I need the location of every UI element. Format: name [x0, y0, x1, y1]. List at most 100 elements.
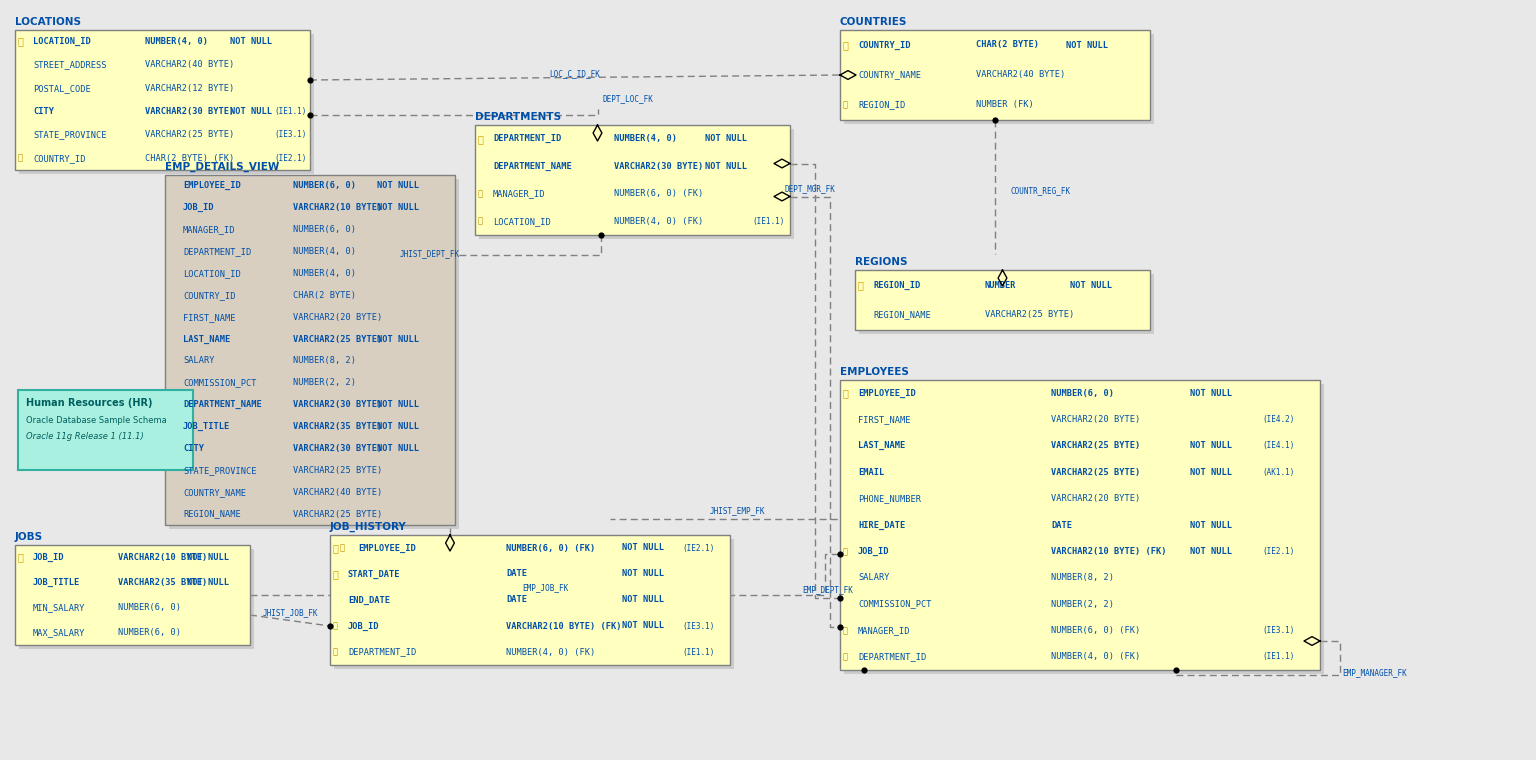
Text: JOB_TITLE: JOB_TITLE — [32, 578, 80, 587]
Text: 🔒: 🔒 — [843, 652, 848, 661]
FancyBboxPatch shape — [333, 539, 734, 669]
Text: CHAR(2 BYTE): CHAR(2 BYTE) — [292, 291, 356, 299]
Text: JOB_HISTORY: JOB_HISTORY — [330, 521, 407, 532]
Text: LOCATION_ID: LOCATION_ID — [32, 37, 91, 46]
Text: VARCHAR2(25 BYTE): VARCHAR2(25 BYTE) — [985, 311, 1074, 319]
Text: VARCHAR2(25 BYTE): VARCHAR2(25 BYTE) — [292, 509, 382, 518]
Text: VARCHAR2(30 BYTE): VARCHAR2(30 BYTE) — [144, 107, 233, 116]
Text: COMMISSION_PCT: COMMISSION_PCT — [859, 600, 931, 609]
Text: JOB_TITLE: JOB_TITLE — [183, 422, 230, 431]
Text: NUMBER(6, 0) (FK): NUMBER(6, 0) (FK) — [505, 543, 596, 553]
Text: VARCHAR2(25 BYTE): VARCHAR2(25 BYTE) — [292, 334, 382, 344]
Text: EMP_DETAILS_VIEW: EMP_DETAILS_VIEW — [164, 162, 280, 172]
Text: DEPT_MGR_FK: DEPT_MGR_FK — [785, 185, 836, 194]
Text: (IE3.1): (IE3.1) — [682, 622, 714, 631]
Text: 🔒: 🔒 — [478, 189, 482, 198]
Text: VARCHAR2(10 BYTE) (FK): VARCHAR2(10 BYTE) (FK) — [505, 622, 622, 631]
Text: VARCHAR2(10 BYTE): VARCHAR2(10 BYTE) — [292, 204, 382, 212]
Text: NOT NULL: NOT NULL — [1190, 521, 1232, 530]
Text: NOT NULL: NOT NULL — [1190, 388, 1232, 397]
Text: (IE4.1): (IE4.1) — [1263, 442, 1295, 451]
Text: VARCHAR2(25 BYTE): VARCHAR2(25 BYTE) — [144, 131, 233, 140]
Text: VARCHAR2(10 BYTE): VARCHAR2(10 BYTE) — [118, 553, 207, 562]
Text: EMP_MANAGER_FK: EMP_MANAGER_FK — [1342, 668, 1407, 677]
Text: VARCHAR2(25 BYTE): VARCHAR2(25 BYTE) — [1051, 442, 1140, 451]
Text: NOT NULL: NOT NULL — [622, 622, 664, 631]
Text: (AK1.1): (AK1.1) — [1263, 467, 1295, 477]
Text: NOT NULL: NOT NULL — [230, 37, 272, 46]
Text: NUMBER(4, 0): NUMBER(4, 0) — [292, 269, 356, 278]
Text: VARCHAR2(35 BYTE): VARCHAR2(35 BYTE) — [292, 422, 382, 431]
Text: JOB_ID: JOB_ID — [32, 553, 65, 562]
FancyBboxPatch shape — [18, 549, 253, 649]
Text: END_DATE: END_DATE — [349, 595, 390, 604]
Text: (IE1.1): (IE1.1) — [275, 107, 307, 116]
Text: NOT NULL: NOT NULL — [186, 578, 229, 587]
Text: ⚿: ⚿ — [333, 569, 339, 579]
Text: VARCHAR2(30 BYTE): VARCHAR2(30 BYTE) — [292, 444, 382, 453]
Text: DATE: DATE — [505, 596, 527, 604]
Text: NOT NULL: NOT NULL — [1071, 280, 1112, 290]
Text: REGIONS: REGIONS — [856, 257, 908, 267]
Text: DEPARTMENT_ID: DEPARTMENT_ID — [859, 652, 926, 661]
Text: STATE_PROVINCE: STATE_PROVINCE — [32, 131, 106, 140]
Text: COMMISSION_PCT: COMMISSION_PCT — [183, 378, 257, 388]
Text: MANAGER_ID: MANAGER_ID — [493, 189, 545, 198]
Text: 🔒: 🔒 — [843, 626, 848, 635]
Text: ⚿: ⚿ — [859, 280, 863, 290]
Text: ⚿: ⚿ — [478, 134, 484, 144]
Text: 🔒: 🔒 — [843, 547, 848, 556]
Text: REGION_ID: REGION_ID — [859, 100, 905, 109]
Text: REGION_ID: REGION_ID — [872, 280, 920, 290]
Text: MAX_SALARY: MAX_SALARY — [32, 628, 86, 637]
Text: NOT NULL: NOT NULL — [376, 401, 419, 409]
Text: DEPARTMENT_ID: DEPARTMENT_ID — [349, 648, 416, 657]
Text: LOCATION_ID: LOCATION_ID — [493, 217, 551, 226]
Text: (IE4.2): (IE4.2) — [1263, 415, 1295, 424]
Text: (IE1.1): (IE1.1) — [753, 217, 785, 226]
Text: NUMBER(4, 0) (FK): NUMBER(4, 0) (FK) — [613, 217, 703, 226]
Text: FIRST_NAME: FIRST_NAME — [859, 415, 911, 424]
FancyBboxPatch shape — [859, 274, 1154, 334]
Text: MANAGER_ID: MANAGER_ID — [859, 626, 911, 635]
Text: VARCHAR2(20 BYTE): VARCHAR2(20 BYTE) — [1051, 494, 1140, 503]
Text: NUMBER(6, 0): NUMBER(6, 0) — [118, 603, 181, 612]
Text: (IE3.1): (IE3.1) — [1263, 626, 1295, 635]
FancyBboxPatch shape — [479, 129, 794, 239]
Text: ⚿: ⚿ — [333, 543, 339, 553]
Text: EMP_DEPT_FK: EMP_DEPT_FK — [802, 585, 852, 594]
Text: DEPT_LOC_FK: DEPT_LOC_FK — [602, 94, 653, 103]
Text: NOT NULL: NOT NULL — [376, 334, 419, 344]
Text: VARCHAR2(35 BYTE): VARCHAR2(35 BYTE) — [118, 578, 207, 587]
Text: EMAIL: EMAIL — [859, 467, 885, 477]
FancyBboxPatch shape — [15, 30, 310, 170]
Text: NUMBER(6, 0): NUMBER(6, 0) — [118, 628, 181, 637]
Text: DATE: DATE — [505, 569, 527, 578]
Text: NOT NULL: NOT NULL — [376, 444, 419, 453]
Text: (IE1.1): (IE1.1) — [1263, 652, 1295, 661]
Text: LAST_NAME: LAST_NAME — [859, 442, 905, 451]
Text: (IE2.1): (IE2.1) — [1263, 547, 1295, 556]
Text: FIRST_NAME: FIRST_NAME — [183, 312, 235, 321]
Text: VARCHAR2(20 BYTE): VARCHAR2(20 BYTE) — [292, 312, 382, 321]
Text: NOT NULL: NOT NULL — [622, 543, 664, 553]
FancyBboxPatch shape — [843, 384, 1324, 674]
Text: STREET_ADDRESS: STREET_ADDRESS — [32, 61, 106, 69]
Text: NOT NULL: NOT NULL — [705, 162, 746, 171]
Text: LOC_C_ID_FK: LOC_C_ID_FK — [550, 69, 601, 78]
Text: ⚿: ⚿ — [843, 388, 849, 398]
Text: NOT NULL: NOT NULL — [186, 553, 229, 562]
Text: COUNTR_REG_FK: COUNTR_REG_FK — [1011, 186, 1071, 195]
Text: Human Resources (HR): Human Resources (HR) — [26, 398, 152, 408]
Text: (IE1.1): (IE1.1) — [682, 648, 714, 657]
Text: SALARY: SALARY — [859, 573, 889, 582]
Text: HIRE_DATE: HIRE_DATE — [859, 521, 905, 530]
Text: NUMBER(8, 2): NUMBER(8, 2) — [292, 356, 356, 366]
Text: START_DATE: START_DATE — [349, 569, 401, 578]
Text: NOT NULL: NOT NULL — [376, 204, 419, 212]
Text: MANAGER_ID: MANAGER_ID — [183, 225, 235, 234]
FancyBboxPatch shape — [18, 390, 194, 470]
Text: NOT NULL: NOT NULL — [230, 107, 272, 116]
Text: NUMBER(4, 0): NUMBER(4, 0) — [144, 37, 207, 46]
Text: Oracle Database Sample Schema: Oracle Database Sample Schema — [26, 416, 167, 425]
